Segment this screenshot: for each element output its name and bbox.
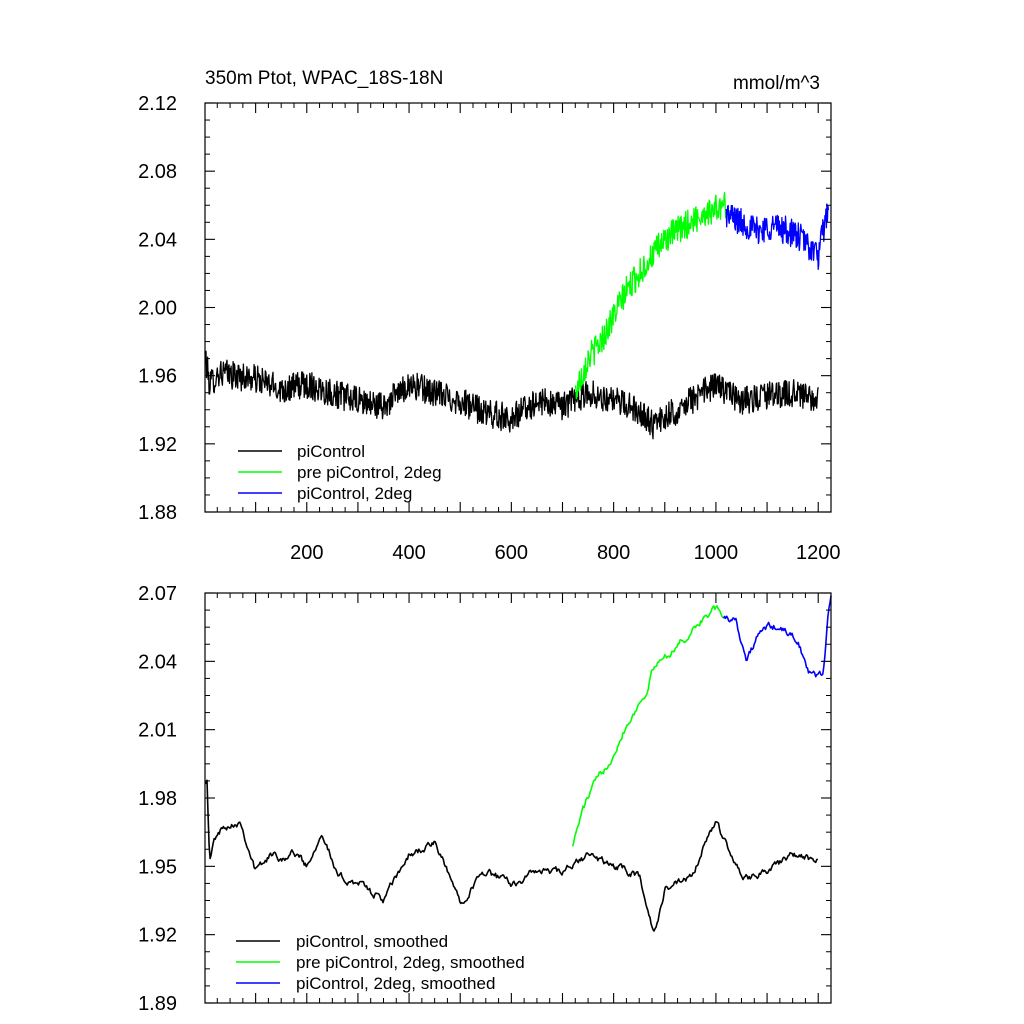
series-line-picontrol (204, 350, 819, 440)
y-tick-label: 1.88 (138, 502, 177, 524)
x-tick-label: 1000 (694, 542, 739, 564)
legend-label: piControl, 2deg, smoothed (296, 974, 495, 993)
y-tick-label: 1.89 (138, 993, 177, 1015)
y-tick-label: 2.04 (138, 229, 177, 251)
series-line-picontrol-smoothed (204, 779, 819, 932)
series-line-picontrol-2deg-smoothed (722, 595, 832, 678)
y-tick-label: 2.08 (138, 161, 177, 183)
y-tick-label: 2.07 (138, 583, 177, 605)
y-tick-label: 2.01 (138, 720, 177, 742)
y-tick-label: 2.12 (138, 93, 177, 115)
x-tick-label: 400 (392, 542, 425, 564)
top-panel-axes: 1.88 1.92 1.96 2.00 2.04 2.08 2.12 200 400 600 800… (138, 93, 840, 564)
y-tick-label: 1.92 (138, 434, 177, 456)
top-panel: 1.88 1.92 1.96 2.00 2.04 2.08 2.12 200 400 600 800… (138, 68, 840, 564)
x-tick-label: 1200 (796, 542, 841, 564)
x-tick-label: 800 (597, 542, 630, 564)
series-line-picontrol-2deg (725, 203, 830, 270)
bottom-panel: 1.89 1.92 1.95 1.98 2.01 2.04 2.07 piControl, … (138, 583, 832, 1015)
legend-label: piControl (297, 442, 365, 461)
y-tick-label: 2.04 (138, 651, 177, 673)
top-panel-series (204, 191, 830, 440)
legend-label: piControl, 2deg (297, 484, 412, 503)
y-tick-label: 1.95 (138, 856, 177, 878)
legend-label: piControl, smoothed (296, 932, 448, 951)
y-tick-label: 1.98 (138, 788, 177, 810)
bottom-panel-series (204, 595, 832, 932)
y-tick-label: 1.96 (138, 366, 177, 388)
series-line-pre-picontrol-2deg-smoothed (571, 604, 724, 847)
bottom-panel-axes: 1.89 1.92 1.95 1.98 2.01 2.04 2.07 (138, 583, 832, 1015)
y-tick-label: 2.00 (138, 298, 177, 320)
bottom-panel-legend: piControl, smoothed pre piControl, 2deg, … (236, 932, 525, 993)
legend-label: pre piControl, 2deg (297, 463, 442, 482)
top-panel-legend: piControl pre piControl, 2deg piControl, 2… (238, 442, 442, 503)
y-tick-label: 1.92 (138, 925, 177, 947)
top-panel-title: 350m Ptot, WPAC_18S-18N (205, 68, 443, 89)
x-tick-label: 200 (290, 542, 323, 564)
series-line-pre-picontrol-2deg (574, 191, 727, 400)
x-tick-label: 600 (495, 542, 528, 564)
top-panel-units: mmol/m^3 (733, 73, 820, 94)
legend-label: pre piControl, 2deg, smoothed (296, 953, 525, 972)
